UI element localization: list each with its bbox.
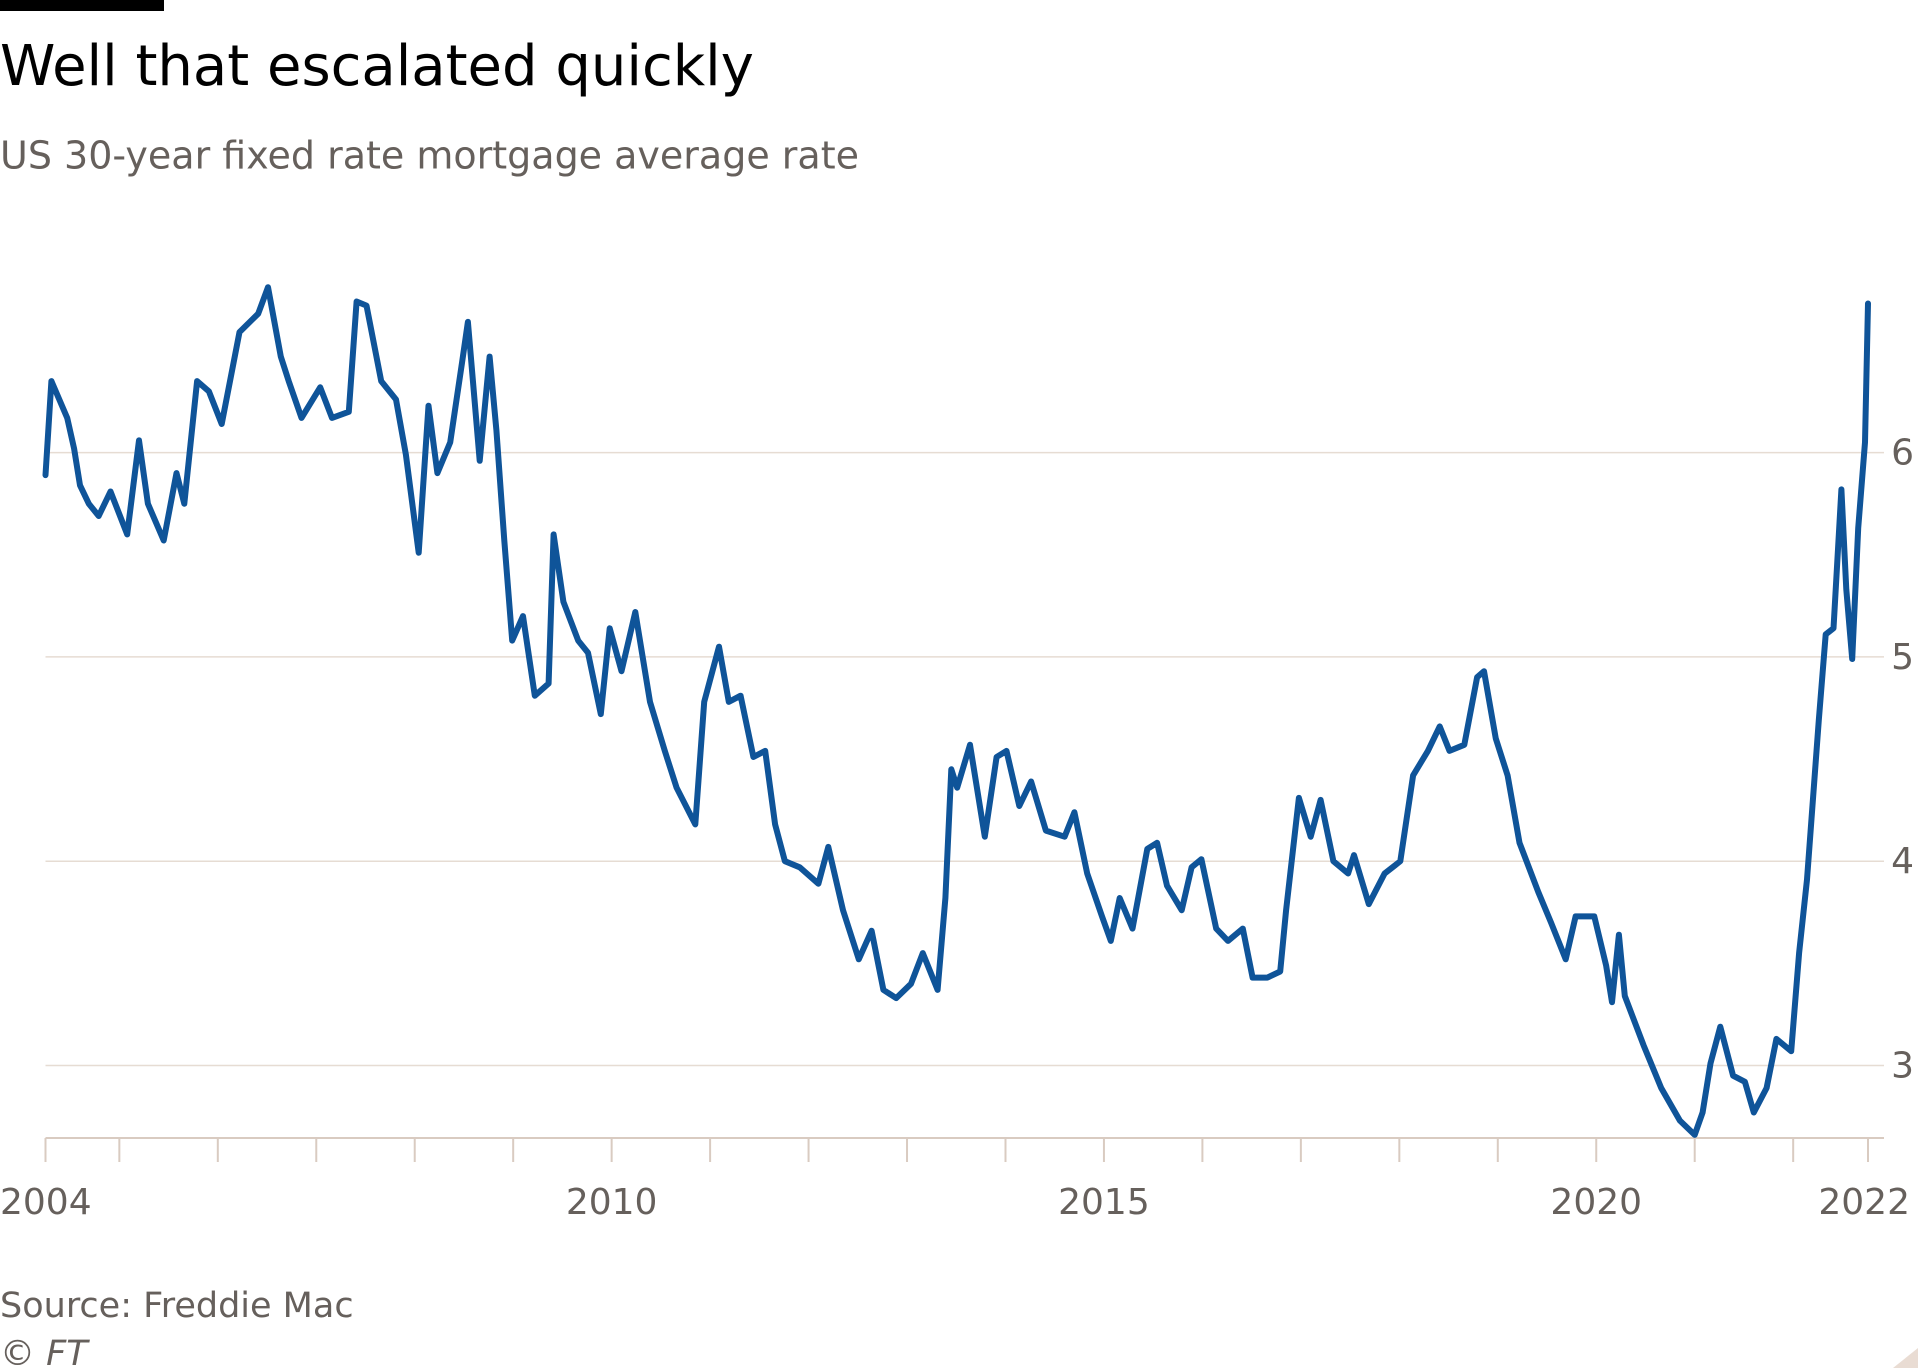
chart-title: Well that escalated quickly: [0, 34, 754, 99]
x-tick-label: 2004: [0, 1182, 92, 1223]
corner-mark: [1893, 1348, 1918, 1368]
data-line: [42, 284, 1871, 1138]
y-tick-label: 4: [1891, 841, 1914, 882]
y-tick-label: 5: [1891, 637, 1914, 678]
copyright: © FT: [0, 1334, 90, 1371]
x-tick-label: 2010: [566, 1182, 658, 1223]
x-tick-label: 2020: [1550, 1182, 1642, 1223]
y-tick-label: 6: [1891, 433, 1914, 474]
x-tick-label: 2015: [1058, 1182, 1150, 1223]
chart-subtitle: US 30-year fixed rate mortgage average r…: [0, 134, 859, 178]
source: Source: Freddie Mac: [0, 1286, 354, 1326]
x-tick-label: 2022: [1818, 1182, 1910, 1223]
y-tick-label: 3: [1891, 1045, 1914, 1086]
top-bar: [0, 0, 164, 11]
